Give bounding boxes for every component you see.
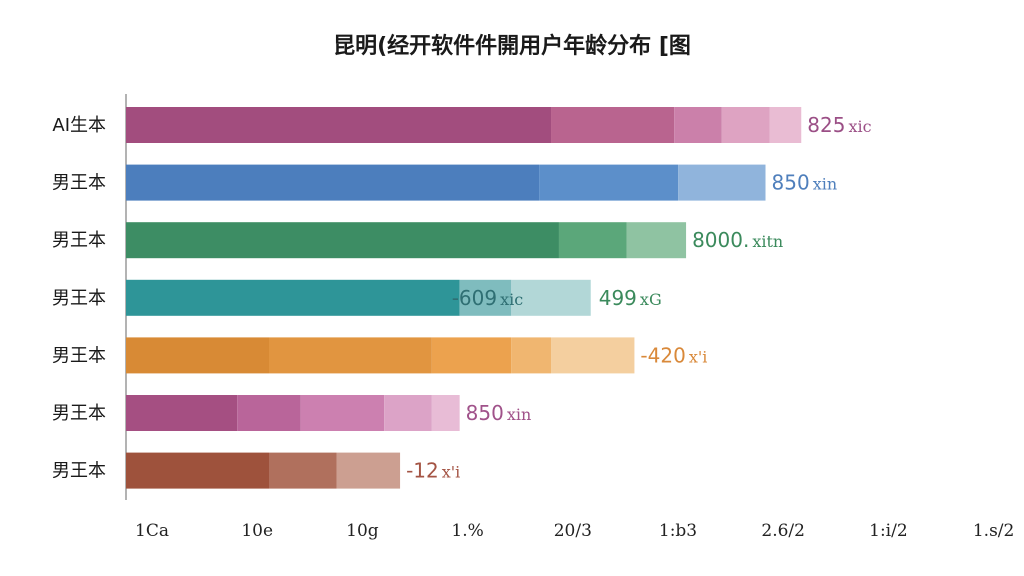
data-label: 8000. xitn [692, 228, 783, 252]
data-label-unit: x'i [442, 463, 461, 482]
category-label: 男王本 [52, 345, 106, 366]
x-tick-label: 20/3 [554, 521, 592, 541]
x-tick-label: 10g [346, 521, 379, 541]
bar-segment [126, 164, 540, 201]
data-label-unit: xic [500, 290, 523, 309]
bar-segment [626, 222, 687, 259]
x-tick-label: 1:b3 [659, 521, 697, 541]
bar-segment [384, 395, 432, 431]
data-label: 850 xin [466, 401, 532, 425]
bar-segment [674, 107, 722, 143]
data-label-value: -609 [452, 286, 497, 310]
bar-segment [300, 395, 385, 431]
data-label-value: 850 [466, 401, 504, 425]
category-label: 男王本 [52, 403, 106, 424]
data-label: -12 x'i [406, 459, 460, 483]
data-label: -609 xic [452, 286, 524, 310]
data-label: 850 xin [772, 171, 838, 195]
bar-segment [126, 107, 552, 143]
chart-title: 昆明(经开软件件開用户年龄分布 [图 [333, 34, 691, 59]
bar-segment [126, 395, 238, 431]
data-label-unit: xitn [752, 232, 783, 251]
bar-segment [431, 337, 512, 374]
bar-segment [511, 337, 552, 374]
bar-segment [539, 164, 679, 201]
category-label: 男王本 [52, 230, 106, 251]
data-label-unit: xG [640, 290, 662, 309]
bar-segment [678, 164, 766, 201]
bar-segment [459, 279, 512, 316]
bar-segment [126, 452, 269, 489]
x-tick-label: 1.s/2 [973, 521, 1015, 541]
bar-segment [336, 452, 401, 489]
bar-segment [769, 107, 802, 143]
bar-segment [126, 279, 460, 316]
x-tick-label: 1.% [451, 521, 483, 541]
x-tick-label: 2.6/2 [761, 521, 805, 541]
category-label: 男王本 [52, 288, 106, 309]
bar-segment [126, 337, 269, 374]
bar-segment [126, 222, 559, 259]
data-label: 499 xG [599, 286, 662, 310]
x-tick-label: 10e [241, 521, 273, 541]
data-label-unit: xin [507, 405, 531, 424]
data-label-unit: xic [848, 117, 871, 136]
data-label-value: 825 [807, 113, 845, 137]
data-label: -420 x'i [640, 343, 707, 367]
data-label-value: 8000. [692, 228, 749, 252]
data-label-value: -12 [406, 459, 439, 483]
category-label: AI生本 [52, 115, 106, 136]
bar-segment [268, 452, 337, 489]
bar-segment [721, 107, 770, 143]
bar-segment [237, 395, 301, 431]
data-label-value: -420 [640, 343, 685, 367]
category-label: 男王本 [52, 461, 106, 482]
x-tick-label: 1Ca [135, 521, 169, 541]
data-label-value: 499 [599, 286, 637, 310]
x-tick-label: 1:i/2 [869, 521, 908, 541]
bar-segment [268, 337, 432, 374]
data-label: 825 xic [807, 113, 871, 137]
bar-segment [431, 395, 460, 431]
data-label-unit: x'i [689, 347, 708, 366]
data-label-unit: xin [813, 175, 837, 194]
data-label-value: 850 [772, 171, 810, 195]
bar-segment [558, 222, 627, 259]
bar-segment [551, 107, 675, 143]
category-label: 男王本 [52, 173, 106, 194]
bar-segment [551, 337, 635, 374]
bar-segment [511, 279, 591, 316]
